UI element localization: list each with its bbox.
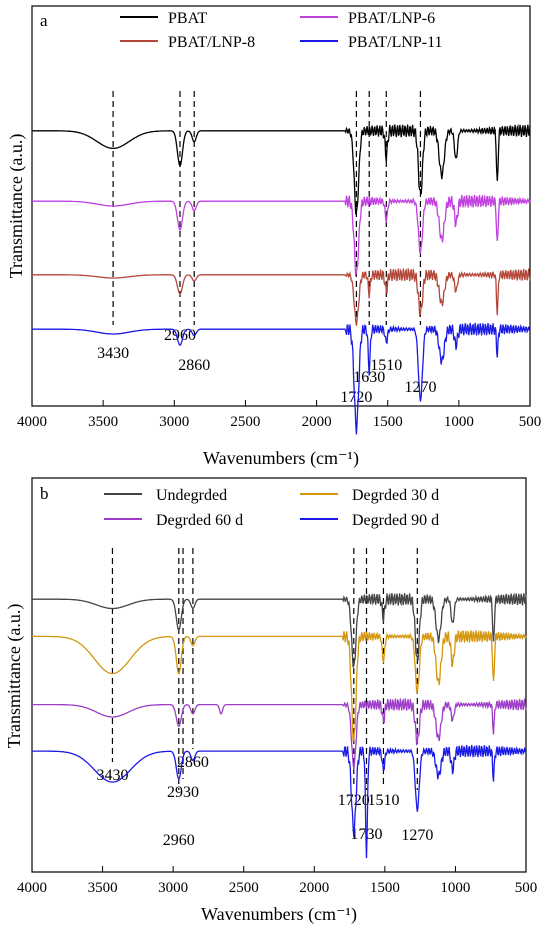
x-tick-label-a-3000: 3000	[159, 414, 189, 430]
panel-a-xlabel: Wavenumbers (cm⁻¹)	[203, 448, 359, 469]
x-tick-label-a-1500: 1500	[373, 414, 403, 430]
peak-label-a-2: 2860	[178, 357, 210, 374]
legend-pbat-lnp-8: PBAT/LNP-8	[168, 34, 255, 51]
panel-b-label: b	[40, 484, 49, 503]
peak-label-b-6: 1510	[367, 792, 399, 809]
peak-label-a-5: 1510	[370, 357, 402, 374]
x-tick-label-b-4000: 4000	[17, 880, 47, 896]
x-tick-label-b-1000: 1000	[440, 880, 470, 896]
panel-a-ylabel: Transmittance (a.u.)	[6, 134, 27, 279]
legend-pbat-lnp-6: PBAT/LNP-6	[348, 10, 435, 27]
series-line-a-1	[32, 194, 531, 277]
series-line-a-2	[32, 267, 531, 326]
peak-label-a-4: 1630	[353, 369, 385, 386]
peak-label-b-7: 1270	[401, 827, 433, 844]
peak-label-a-6: 1270	[404, 379, 436, 396]
series-line-a-0	[32, 123, 531, 215]
peak-label-b-1: 2960	[163, 832, 195, 849]
panel-a-series	[32, 123, 531, 435]
x-tick-label-a-4000: 4000	[17, 414, 47, 430]
x-tick-label-b-3500: 3500	[88, 880, 118, 896]
panel-a: a Transmittance (a.u.) Wavenumbers (cm⁻¹…	[6, 5, 541, 469]
panel-a-legend: PBAT PBAT/LNP-6 PBAT/LNP-8 PBAT/LNP-11	[120, 10, 443, 51]
panel-b-series	[32, 592, 527, 859]
x-tick-label-b-2000: 2000	[299, 880, 329, 896]
series-line-a-3	[32, 322, 531, 435]
legend-degrded-90d: Degrded 90 d	[352, 512, 439, 529]
peak-label-a-3: 1720	[340, 389, 372, 406]
peak-label-b-4: 1720	[338, 792, 370, 809]
x-tick-label-a-2000: 2000	[302, 414, 332, 430]
peak-label-b-3: 2860	[177, 754, 209, 771]
x-tick-label-b-1500: 1500	[370, 880, 400, 896]
panel-b-xlabel: Wavenumbers (cm⁻¹)	[201, 904, 357, 925]
panel-b-legend: Undegrded Degrded 30 d Degrded 60 d Degr…	[104, 487, 439, 529]
panel-a-label: a	[40, 11, 48, 30]
peak-label-a-1: 2960	[164, 327, 196, 344]
panel-a-frame	[31, 5, 531, 407]
series-line-b-1	[32, 629, 527, 742]
legend-undegrded: Undegrded	[156, 487, 227, 504]
legend-degrded-60d: Degrded 60 d	[156, 512, 243, 529]
x-tick-label-a-3500: 3500	[88, 414, 118, 430]
x-tick-label-b-3000: 3000	[158, 880, 188, 896]
x-tick-label-a-500: 500	[519, 414, 542, 430]
panel-b-frame	[31, 477, 527, 873]
x-tick-label-a-1000: 1000	[444, 414, 474, 430]
peak-label-a-0: 3430	[97, 345, 129, 362]
panel-a-x-ticks: 4000 3500 3000 2500 2000 1500 1000 500	[17, 400, 541, 430]
x-tick-label-b-500: 500	[515, 880, 538, 896]
legend-degrded-30d: Degrded 30 d	[352, 487, 439, 504]
series-line-b-3	[32, 744, 527, 859]
legend-pbat-lnp-11: PBAT/LNP-11	[348, 34, 443, 51]
panel-b-ylabel: Transmittance (a.u.)	[4, 604, 25, 749]
series-line-b-2	[32, 697, 527, 770]
panel-b-x-ticks: 4000 3500 3000 2500 2000 1500 1000 500	[17, 866, 537, 896]
series-line-b-0	[32, 592, 527, 668]
x-tick-label-a-2500: 2500	[230, 414, 260, 430]
x-tick-label-b-2500: 2500	[229, 880, 259, 896]
legend-pbat: PBAT	[168, 10, 207, 27]
peak-label-b-2: 2930	[167, 784, 199, 801]
panel-b: b Transmittance (a.u.) Wavenumbers (cm⁻¹…	[4, 477, 537, 925]
